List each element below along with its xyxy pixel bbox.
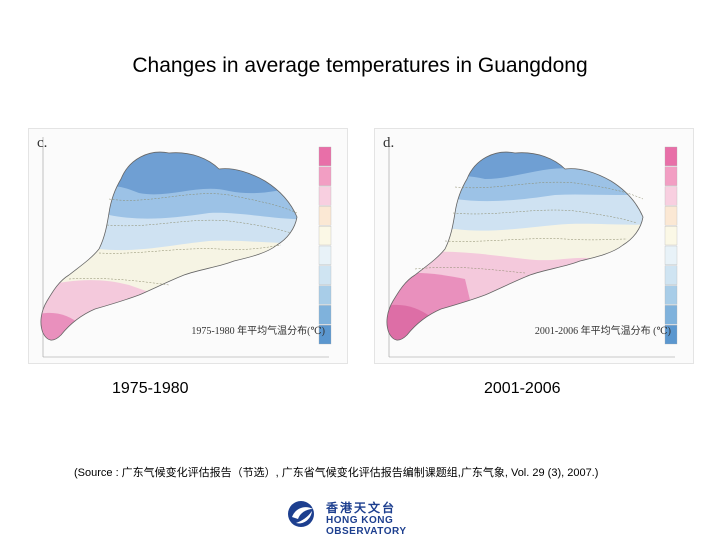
observatory-emblem-icon xyxy=(288,501,314,527)
legend-swatch xyxy=(664,265,678,285)
legend-swatch xyxy=(664,325,678,345)
legend-swatch xyxy=(318,285,332,305)
panel-label: c. xyxy=(37,135,48,151)
page-title: Changes in average temperatures in Guang… xyxy=(132,54,588,77)
legend-swatch xyxy=(318,245,332,265)
legend-swatch xyxy=(664,186,678,206)
map-caption: 1975-1980 年平均气温分布(℃) xyxy=(191,326,325,337)
guangdong-temperature-map-2001-2006 xyxy=(386,137,678,358)
map-panel-1975-1980: c. 1975-1980 年平均气温分布(℃) xyxy=(28,128,348,364)
map-panel-2001-2006: d. 2001-2006 年平均气温分布 (℃) xyxy=(374,128,694,364)
legend-swatch xyxy=(664,146,678,166)
legend-swatch xyxy=(318,166,332,186)
legend-swatch xyxy=(664,206,678,226)
legend-swatch xyxy=(318,226,332,246)
legend-swatch xyxy=(318,265,332,285)
isotherm-lines xyxy=(68,193,298,286)
source-citation: (Source : 广东气候变化评估报告（节选）, 广东省气候变化评估报告编制课… xyxy=(74,467,599,479)
legend-swatch xyxy=(664,166,678,186)
panel-label: d. xyxy=(383,135,395,151)
legend-swatch xyxy=(664,226,678,246)
temperature-legend xyxy=(664,146,678,345)
period-label-2001-2006: 2001-2006 xyxy=(484,380,561,397)
logo-chinese-name: 香港天文台 xyxy=(326,501,397,515)
hong-kong-observatory-logo: 香港天文台 HONG KONG OBSERVATORY xyxy=(286,497,446,537)
legend-swatch xyxy=(318,206,332,226)
map-caption: 2001-2006 年平均气温分布 (℃) xyxy=(534,326,671,337)
logo-english-name: HONG KONG OBSERVATORY xyxy=(326,515,407,537)
temperature-legend xyxy=(318,146,332,345)
guangdong-temperature-map-1975-1980 xyxy=(40,137,332,358)
legend-swatch xyxy=(664,285,678,305)
legend-swatch xyxy=(318,186,332,206)
guangdong-outline xyxy=(40,151,298,341)
legend-swatch xyxy=(318,325,332,345)
legend-swatch xyxy=(318,305,332,325)
period-label-1975-1980: 1975-1980 xyxy=(112,380,189,397)
isotherm-lines xyxy=(414,181,644,274)
legend-swatch xyxy=(318,146,332,166)
legend-swatch xyxy=(664,305,678,325)
legend-swatch xyxy=(664,245,678,265)
